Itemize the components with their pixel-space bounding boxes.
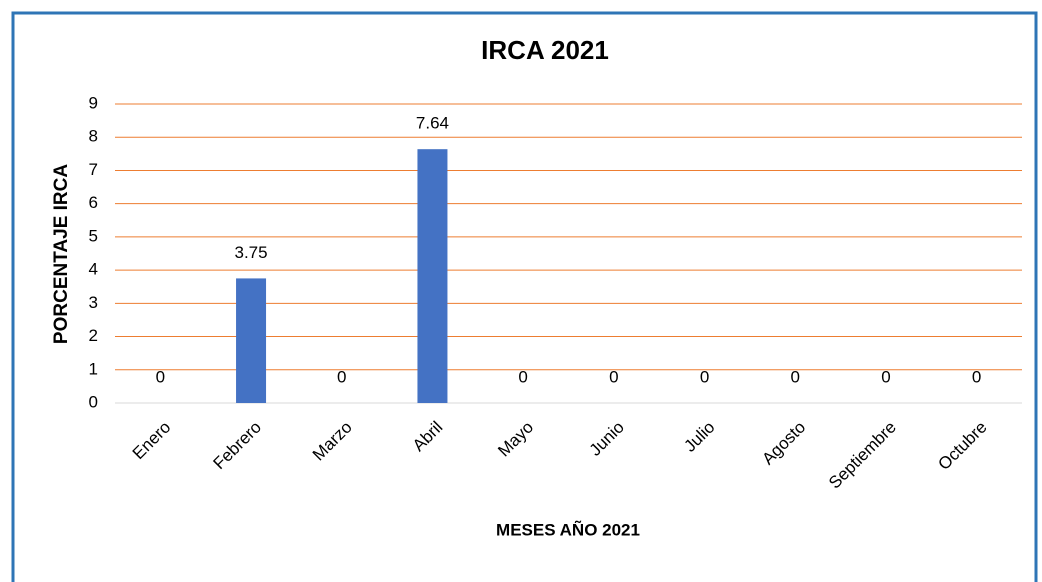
y-tick-label: 9 [89, 93, 98, 112]
data-label: 0 [337, 367, 346, 386]
data-label: 0 [156, 367, 165, 386]
y-tick-label: 2 [89, 326, 98, 345]
y-tick-label: 5 [89, 226, 98, 245]
x-axis-label: MESES AÑO 2021 [496, 519, 640, 539]
data-label: 0 [791, 367, 800, 386]
y-tick-label: 3 [89, 293, 98, 312]
data-label: 7.64 [416, 114, 449, 133]
data-label: 0 [972, 367, 981, 386]
data-label: 0 [700, 367, 709, 386]
y-tick-label: 4 [89, 260, 98, 279]
y-tick-label: 0 [89, 392, 98, 411]
chart-frame [11, 11, 1038, 582]
y-tick-label: 1 [89, 359, 98, 378]
y-tick-label: 6 [89, 193, 98, 212]
bar [417, 149, 448, 403]
y-tick-label: 7 [89, 160, 98, 179]
data-label: 0 [609, 367, 618, 386]
chart-title: IRCA 2021 [481, 35, 609, 65]
y-tick-label: 8 [89, 127, 98, 146]
y-axis-label: PORCENTAJE IRCA [51, 164, 72, 344]
data-label: 0 [881, 367, 890, 386]
bar [236, 278, 267, 403]
data-label: 3.75 [235, 243, 268, 262]
data-label: 0 [518, 367, 527, 386]
